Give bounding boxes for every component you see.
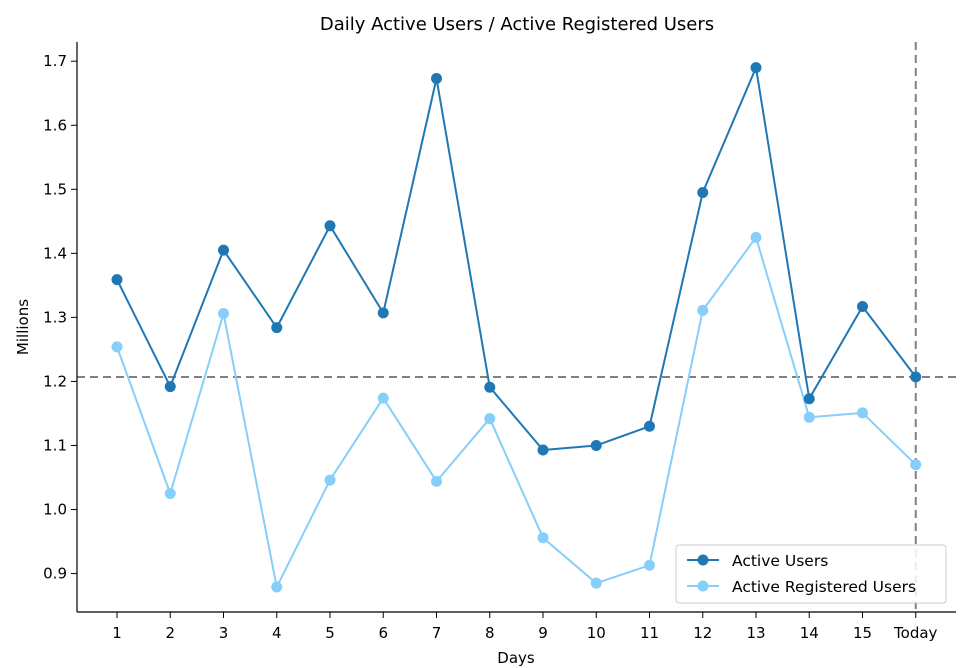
data-point [590, 439, 602, 451]
x-tick-label: 8 [485, 624, 495, 642]
data-point [271, 322, 283, 334]
series-active-registered-users [111, 231, 922, 593]
x-axis-label: Days [497, 649, 535, 667]
data-point [377, 392, 389, 404]
chart-title: Daily Active Users / Active Registered U… [320, 14, 714, 35]
data-point [324, 474, 336, 486]
series-layer [111, 62, 922, 593]
data-point [750, 231, 762, 243]
data-point [537, 444, 549, 456]
data-point [377, 307, 389, 319]
y-tick-label: 1.4 [43, 244, 67, 262]
data-point [803, 393, 815, 405]
data-point [484, 381, 496, 393]
x-tick-label: 2 [165, 624, 175, 642]
data-point [910, 459, 922, 471]
x-tick-label: 3 [219, 624, 229, 642]
data-point [164, 488, 176, 500]
data-point [910, 371, 922, 383]
y-tick-label: 1.3 [43, 308, 67, 326]
series-line [116, 66, 917, 451]
y-tick-label: 0.9 [43, 565, 67, 583]
y-axis-ticks: 0.9 1.0 1.1 1.2 1.3 1.4 1.5 1.6 1.7 [43, 52, 77, 583]
y-tick-label: 1.2 [43, 372, 67, 390]
series-active-users [111, 62, 922, 456]
data-point [271, 581, 283, 593]
legend-marker-active-users [697, 554, 709, 566]
y-tick-label: 1.1 [43, 436, 67, 454]
data-point [750, 62, 762, 74]
legend-label-active-registered-users: Active Registered Users [732, 578, 916, 596]
data-point [537, 532, 549, 544]
series-line [116, 236, 917, 589]
legend: Active Users Active Registered Users [675, 544, 947, 604]
legend-box [675, 544, 947, 604]
data-point [697, 304, 709, 316]
x-tick-label: 14 [800, 624, 819, 642]
x-tick-label: 7 [432, 624, 442, 642]
data-point [431, 475, 442, 487]
y-tick-label: 1.0 [43, 501, 67, 519]
legend-label-active-users: Active Users [732, 552, 828, 570]
data-point [164, 381, 176, 393]
x-tick-label: 5 [325, 624, 335, 642]
data-point [803, 411, 815, 423]
data-point [324, 220, 336, 232]
legend-marker-active-registered-users [697, 580, 709, 592]
y-tick-label: 1.7 [43, 52, 67, 70]
data-point [857, 407, 868, 419]
x-tick-label: 13 [746, 624, 765, 642]
x-tick-label: 11 [640, 624, 659, 642]
x-tick-label: 12 [693, 624, 712, 642]
data-point [644, 559, 655, 571]
x-axis-ticks: 1 2 3 4 5 6 7 8 9 10 11 12 13 14 15 Today [112, 612, 938, 642]
x-tick-label: 10 [587, 624, 606, 642]
x-tick-label: 9 [538, 624, 548, 642]
data-point [111, 341, 123, 353]
data-point [218, 308, 229, 320]
data-point [218, 244, 229, 256]
data-point [697, 187, 709, 199]
x-tick-label: 1 [112, 624, 122, 642]
data-point [431, 73, 442, 85]
y-axis-label: Millions [14, 299, 32, 355]
data-point [590, 577, 602, 589]
data-point [857, 301, 868, 313]
reference-lines [77, 42, 956, 612]
x-tick-label: Today [893, 624, 938, 642]
data-point [644, 420, 655, 432]
y-tick-label: 1.6 [43, 116, 67, 134]
x-tick-label: 15 [853, 624, 872, 642]
x-tick-label: 4 [272, 624, 282, 642]
data-point [484, 413, 496, 425]
y-tick-label: 1.5 [43, 180, 67, 198]
x-tick-label: 6 [378, 624, 388, 642]
data-point [111, 274, 123, 286]
